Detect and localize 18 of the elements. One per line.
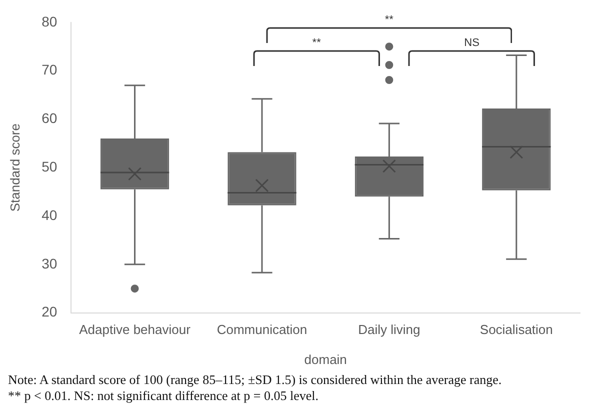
y-tick-label: 70 <box>42 62 58 78</box>
x-tick-label: Socialisation <box>480 322 553 338</box>
x-tick-label: Daily living <box>358 322 420 338</box>
x-tick-label: Adaptive behaviour <box>79 322 192 338</box>
x-axis-title: domain <box>304 352 347 367</box>
y-tick-label: 50 <box>42 158 58 174</box>
annotation: ** <box>311 37 322 50</box>
y-axis-title: Standard score <box>7 124 22 212</box>
x-tick-label: Communication <box>216 322 308 338</box>
y-tick-label: 20 <box>42 304 58 320</box>
annotation: ** <box>384 14 394 26</box>
y-tick-label: 40 <box>42 206 58 223</box>
annotation: NS <box>463 37 480 50</box>
text: ** p < 0.01. NS: not significant difference at p = 0.05 level. <box>8 388 320 404</box>
y-tick-label: 80 <box>42 13 58 30</box>
y-tick-label: 30 <box>42 255 58 272</box>
y-tick-label: 60 <box>42 110 58 126</box>
text: Note: A standard score of 100 (range 85–115; ±SD 1.5) is considered within the average range. <box>8 372 503 388</box>
